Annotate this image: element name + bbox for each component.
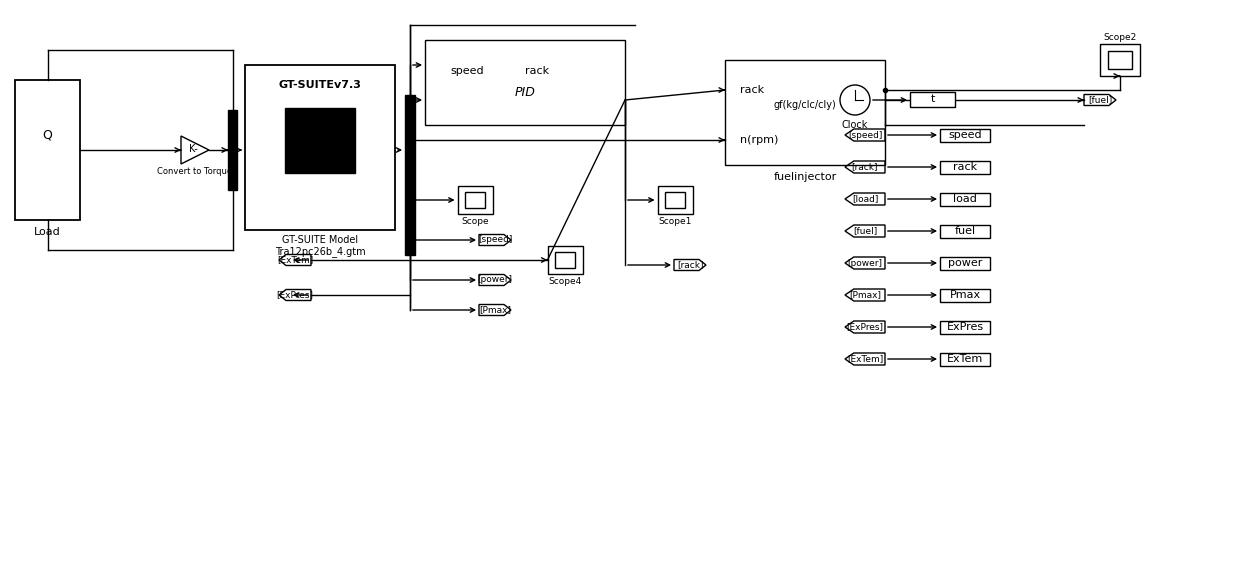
Text: Scope1: Scope1: [658, 217, 692, 226]
FancyBboxPatch shape: [665, 192, 686, 208]
Text: [rack]: [rack]: [677, 260, 703, 270]
Text: Tra12pc26b_4.gtm: Tra12pc26b_4.gtm: [275, 246, 366, 258]
FancyBboxPatch shape: [458, 186, 492, 214]
Text: [power]: [power]: [477, 276, 512, 285]
Text: power: power: [947, 258, 982, 268]
Text: gf(kg/clc/cly): gf(kg/clc/cly): [774, 100, 836, 110]
FancyBboxPatch shape: [940, 257, 990, 270]
Text: [ExPres]: [ExPres]: [277, 290, 314, 299]
Text: [power]: [power]: [847, 259, 883, 267]
FancyBboxPatch shape: [1109, 51, 1132, 69]
Text: ExTem: ExTem: [947, 354, 983, 364]
FancyBboxPatch shape: [940, 353, 990, 366]
FancyBboxPatch shape: [940, 193, 990, 206]
Text: [Pmax]: [Pmax]: [849, 290, 880, 299]
Text: [ExPres]: [ExPres]: [847, 323, 883, 332]
Text: [ExTem]: [ExTem]: [277, 255, 314, 264]
FancyBboxPatch shape: [228, 110, 237, 190]
Text: n(rpm): n(rpm): [740, 135, 779, 145]
Text: [fuel]: [fuel]: [1087, 95, 1112, 105]
Text: rack: rack: [952, 162, 977, 172]
Text: rack: rack: [740, 85, 764, 95]
Text: [speed]: [speed]: [477, 236, 512, 245]
FancyBboxPatch shape: [725, 60, 885, 165]
FancyBboxPatch shape: [246, 65, 396, 230]
Text: [load]: [load]: [852, 194, 878, 203]
Text: Load: Load: [35, 227, 61, 237]
Text: PID: PID: [515, 86, 536, 99]
FancyBboxPatch shape: [940, 160, 990, 173]
FancyBboxPatch shape: [285, 107, 355, 172]
Text: ExPres: ExPres: [946, 322, 983, 332]
Text: Q: Q: [42, 128, 52, 141]
FancyBboxPatch shape: [548, 246, 583, 274]
FancyBboxPatch shape: [940, 320, 990, 333]
Text: [speed]: [speed]: [848, 131, 882, 140]
Text: Scope4: Scope4: [548, 277, 582, 286]
Text: load: load: [954, 194, 977, 204]
FancyBboxPatch shape: [940, 289, 990, 302]
Text: Clock: Clock: [842, 120, 868, 130]
FancyBboxPatch shape: [940, 128, 990, 141]
FancyBboxPatch shape: [425, 40, 625, 125]
Text: Pmax: Pmax: [950, 290, 981, 300]
Text: [fuel]: [fuel]: [853, 227, 877, 236]
Text: [rack]: [rack]: [852, 163, 878, 172]
Text: [ExTem]: [ExTem]: [847, 354, 883, 363]
Text: K-: K-: [188, 144, 197, 154]
Text: fuel: fuel: [955, 226, 976, 236]
Text: GT-SUITE Model: GT-SUITE Model: [281, 235, 358, 245]
Text: rack: rack: [525, 66, 549, 76]
FancyBboxPatch shape: [405, 95, 415, 255]
Text: Scope: Scope: [461, 217, 489, 226]
FancyBboxPatch shape: [465, 192, 485, 208]
FancyBboxPatch shape: [657, 186, 692, 214]
Text: Scope2: Scope2: [1104, 33, 1137, 42]
FancyBboxPatch shape: [1100, 44, 1140, 76]
Text: Convert to Torque: Convert to Torque: [157, 167, 233, 176]
Text: fuelinjector: fuelinjector: [774, 172, 837, 182]
Text: GT-SUITEv7.3: GT-SUITEv7.3: [279, 80, 361, 90]
FancyBboxPatch shape: [940, 224, 990, 237]
FancyBboxPatch shape: [910, 92, 955, 107]
Polygon shape: [181, 136, 210, 164]
Text: [Pmax]: [Pmax]: [479, 306, 511, 315]
FancyBboxPatch shape: [554, 253, 575, 268]
Text: speed: speed: [450, 66, 484, 76]
Text: speed: speed: [949, 130, 982, 140]
Text: t: t: [930, 94, 935, 105]
FancyBboxPatch shape: [15, 80, 81, 220]
